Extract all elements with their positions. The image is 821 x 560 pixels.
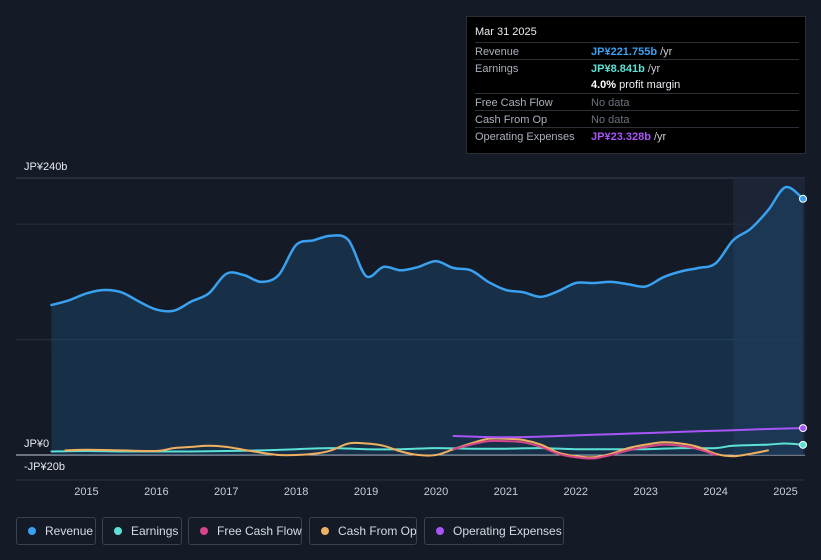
legend-dot-icon <box>200 527 208 535</box>
legend-label: Earnings <box>131 524 179 538</box>
x-tick-label: 2022 <box>564 486 588 498</box>
tooltip-row-fcf: Free Cash Flow No data <box>475 93 799 110</box>
y-top-label: JP¥240b <box>24 161 67 173</box>
tooltip-nodata: No data <box>591 114 630 126</box>
legend-item-revenue[interactable]: Revenue <box>16 517 96 545</box>
x-tick-label: 2023 <box>633 486 657 498</box>
x-tick-label: 2025 <box>773 486 797 498</box>
tooltip-row-earnings: Earnings JP¥8.841b /yr <box>475 59 799 76</box>
x-tick-label: 2019 <box>354 486 378 498</box>
legend-item-operating-expenses[interactable]: Operating Expenses <box>424 517 564 545</box>
cash-from-op-line <box>64 437 769 459</box>
legend-label: Operating Expenses <box>453 524 562 538</box>
tooltip-nodata: No data <box>591 97 630 109</box>
tooltip-row-cfo: Cash From Op No data <box>475 110 799 127</box>
revenue-end-marker <box>799 194 807 203</box>
legend-label: Cash From Op <box>338 524 417 538</box>
gridlines <box>16 177 805 481</box>
x-tick-label: 2015 <box>74 486 98 498</box>
tooltip-value: JP¥221.755b /yr <box>591 46 672 58</box>
legend-dot-icon <box>114 527 122 535</box>
legend-dot-icon <box>28 527 36 535</box>
earnings-value: JP¥8.841b <box>591 63 645 75</box>
tooltip-label: Cash From Op <box>475 114 548 126</box>
tooltip-label: Operating Expenses <box>475 131 575 143</box>
x-tick-label: 2017 <box>214 486 238 498</box>
margin-text: profit margin <box>619 79 681 91</box>
free-cash-flow-line <box>452 439 717 460</box>
unit: /yr <box>647 63 661 75</box>
operating-expenses-line <box>452 427 804 439</box>
y-bottom-label: -JP¥20b <box>24 461 65 473</box>
earnings-end-marker <box>799 440 807 449</box>
opex-value: JP¥23.328b <box>591 131 651 143</box>
chart-area: 2015 2016 2017 2018 2019 2020 2021 2022 2023 2024… <box>16 161 807 498</box>
tooltip-row-margin: 4.0% profit margin <box>475 76 799 93</box>
end-markers <box>799 194 807 449</box>
revenue-area <box>51 186 804 455</box>
unit: /yr <box>660 46 673 58</box>
tooltip-label: Free Cash Flow <box>475 97 553 109</box>
profit-margin: 4.0% profit margin <box>591 79 680 91</box>
unit: /yr <box>654 131 667 143</box>
tooltip-row-revenue: Revenue JP¥221.755b /yr <box>475 42 799 59</box>
tooltip-panel: Mar 31 2025 Revenue JP¥221.755b /yr Earn… <box>466 16 806 154</box>
x-tick-label: 2021 <box>494 486 518 498</box>
series-layer <box>50 185 805 460</box>
revenue-value: JP¥221.755b <box>591 46 658 58</box>
y-zero-label: JP¥0 <box>24 438 49 450</box>
legend-item-cash-from-op[interactable]: Cash From Op <box>309 517 417 545</box>
tooltip-row-opex: Operating Expenses JP¥23.328b /yr <box>475 127 799 144</box>
margin-value: 4.0% <box>591 79 617 91</box>
tooltip-label: Earnings <box>475 63 519 75</box>
highlight-region <box>733 178 805 455</box>
tooltip-date: Mar 31 2025 <box>475 26 537 38</box>
x-tick-label: 2020 <box>424 486 448 498</box>
x-tick-label: 2024 <box>703 486 727 498</box>
tooltip-value: JP¥8.841b /yr <box>591 63 660 75</box>
x-tick-label: 2016 <box>144 486 168 498</box>
legend-label: Free Cash Flow <box>217 524 302 538</box>
tooltip-label: Revenue <box>475 46 520 58</box>
legend-item-free-cash-flow[interactable]: Free Cash Flow <box>188 517 302 545</box>
legend-label: Revenue <box>45 524 94 538</box>
operating-expenses-end-marker <box>799 424 807 433</box>
x-tick-label: 2018 <box>284 486 308 498</box>
revenue-line <box>50 185 805 313</box>
x-axis-ticks: 2015 2016 2017 2018 2019 2020 2021 2022 2023 2024… <box>74 486 798 498</box>
legend-item-earnings[interactable]: Earnings <box>102 517 182 545</box>
tooltip-value: JP¥23.328b /yr <box>591 131 666 143</box>
legend-dot-icon <box>436 527 444 535</box>
legend-dot-icon <box>321 527 329 535</box>
